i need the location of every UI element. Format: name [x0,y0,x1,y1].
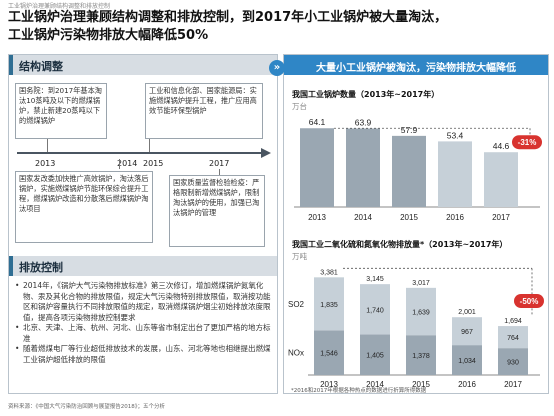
chart2-bar-nox-2016 [452,345,482,375]
chart1-bar-2014 [346,128,380,207]
chart1-change-label: -31% [518,138,537,147]
chart1-x-tick: 2013 [308,213,326,222]
chart2-unit: 万吨 [292,252,307,261]
chart2-emissions: NOx SO2 1,546 1,835 3,381 2013 1,405 1,740 3,145… [288,267,544,389]
timeline-box-2015: 工业和信息化部、国家能源局：实施燃煤锅炉提升工程，推广应用高效节能环保型锅炉 [145,83,263,139]
timeline-year-2014: 2014 [117,159,138,168]
chart2-bar-so2-2017 [498,326,528,349]
chart1-boiler-count: 64.1 2013 63.9 2014 57.9 2015 53.4 2016 44.6 2017… [294,117,542,222]
chart2-total-label: 3,145 [366,276,384,283]
chart2-title: 我国工业二氧化硫和氮氧化物排放量*（2013年~2017年） [292,240,508,249]
chart1-bar-2017 [484,152,518,207]
chart2-series-label-so2: SO2 [288,300,305,309]
chart2-value-so2: 764 [507,335,519,342]
chart1-value-label: 44.6 [493,141,510,151]
timeline-box-2017: 国家质量监督检验检疫：严格限制新增燃煤锅炉，限制淘汰锅炉的使用，加强已淘汰锅炉的… [169,175,265,247]
headline-line-2: 工业锅炉污染物排放大幅降低50% [8,28,209,43]
chart2-value-so2: 1,835 [320,302,338,309]
chart1-value-label: 63.9 [355,117,372,127]
chart1-x-tick: 2016 [446,213,464,222]
chart2-bar-nox-2015 [406,335,436,375]
chart1-title: 我国工业锅炉数量（2013年~2017年） [292,90,440,99]
chart2-value-so2: 1,639 [412,310,430,317]
chart2-change-badge [514,294,544,308]
timeline-connector-2013 [47,139,48,153]
chart1-x-tick: 2014 [354,213,372,222]
chart2-bar-so2-2013 [314,277,344,331]
chart2-bar-nox-2017 [498,348,528,375]
chart2-x-tick: 2014 [366,380,384,389]
chart2-x-tick: 2017 [504,380,522,389]
section-title-emission: 排放控制 [19,261,63,274]
timeline-year-2013: 2013 [35,159,56,168]
page-headline: 工业锅炉治理兼顾结构调整和排放控制，到2017年小工业锅炉被大量淘汰， 工业锅炉… [8,9,447,45]
chart1-value-label: 53.4 [447,130,464,140]
right-panel-title: 大量小工业锅炉被淘汰，污染物排放大幅降低 [316,63,516,74]
chart1-bar-2013 [300,128,334,207]
headline-line-1: 工业锅炉治理兼顾结构调整和排放控制，到2017年小工业锅炉被大量淘汰， [8,10,448,25]
chart2-value-nox: 1,546 [320,351,338,358]
chart2-value-so2: 1,740 [366,307,384,314]
chart2-value-so2: 967 [461,329,473,336]
chart1-change-badge [512,135,542,150]
emission-bullet-list: 2014年，《锅炉大气污染物排放标准》第三次修订，增加燃煤锅炉氮氧化物、汞及其化… [15,281,273,365]
bullet-item: 随着燃煤电厂等行业超低排放技术的发展，山东、河北等地也相继提出燃煤工业锅炉超低排… [15,344,273,365]
chart2-value-nox: 1,405 [366,353,384,360]
section-marker [9,256,13,276]
section-header-emission: 排放控制 [9,256,277,276]
chart1-value-label: 57.9 [401,125,418,135]
section-header-structure: 结构调整 [9,55,277,75]
chart2-total-label: 3,017 [412,280,430,287]
timeline-box-2014: 国家发改委加快推广高效锅炉，淘汰落后锅炉，实施燃煤锅炉节能环保综合提升工程，燃煤… [15,171,153,243]
timeline-connector-2014 [119,159,120,169]
chart2-value-nox: 1,378 [412,353,430,360]
chart2-bar-so2-2016 [452,317,482,346]
timeline-arrow [17,148,271,158]
chart2-bar-so2-2014 [360,284,390,335]
chart2-bar-nox-2014 [360,334,390,375]
chart1-unit: 万台 [292,102,307,111]
chart2-x-tick: 2016 [458,380,476,389]
chart2-bar-nox-2013 [314,330,344,375]
chart2-total-label: 2,001 [458,309,476,316]
left-panel: 结构调整 国务院：到2017年基本淘汰10蒸吨及以下的燃煤锅炉，禁止新建20蒸吨… [8,54,278,394]
chart1-value-label: 64.1 [309,117,326,127]
chart2-x-tick: 2013 [320,380,338,389]
section-marker [9,55,13,75]
chart2-value-nox: 930 [507,360,519,367]
chart2-series-label-nox: NOx [288,349,304,358]
top-note: 工业锅炉治理兼顾结构调整和排放控制 [8,3,111,10]
right-panel-header: 大量小工业锅炉被淘汰，污染物排放大幅降低 [284,55,548,75]
timeline-year-2015: 2015 [143,159,164,168]
right-panel: 大量小工业锅炉被淘汰，污染物排放大幅降低 我国工业锅炉数量（2013年~2017… [283,54,549,394]
chart-footnote: *2016和2017年根据各种热点的数据进行折算所得数据 [291,388,427,394]
chart2-total-label: 1,694 [504,318,522,325]
timeline-box-2013: 国务院：到2017年基本淘汰10蒸吨及以下的燃煤锅炉，禁止新建20蒸吨以下的燃煤… [15,83,107,139]
chart2-bar-so2-2015 [406,287,436,336]
bullet-item: 北京、天津、上海、杭州、河北、山东等省市制定出台了更加严格的地方标准 [15,323,273,344]
source-note: 资料来源：《中国大气污染防治回顾与展望报告2018》；五个分析 [8,404,165,410]
chevron-right-icon: » [269,60,285,76]
chart2-value-nox: 1,034 [458,358,476,365]
timeline-year-2017: 2017 [209,159,230,168]
chart2-total-label: 3,381 [320,269,338,276]
chart1-x-tick: 2015 [400,213,418,222]
chart2-x-tick: 2015 [412,380,430,389]
timeline-connector-2017 [219,169,220,175]
section-title-structure: 结构调整 [19,60,63,73]
chart1-x-tick: 2017 [492,213,510,222]
chart2-change-label: -50% [520,297,539,306]
chart1-bar-2016 [438,141,472,207]
chart1-bar-2015 [392,135,426,207]
bullet-item: 2014年，《锅炉大气污染物排放标准》第三次修订，增加燃煤锅炉氮氧化物、汞及其化… [15,281,273,323]
timeline-connector-2015 [149,139,150,153]
